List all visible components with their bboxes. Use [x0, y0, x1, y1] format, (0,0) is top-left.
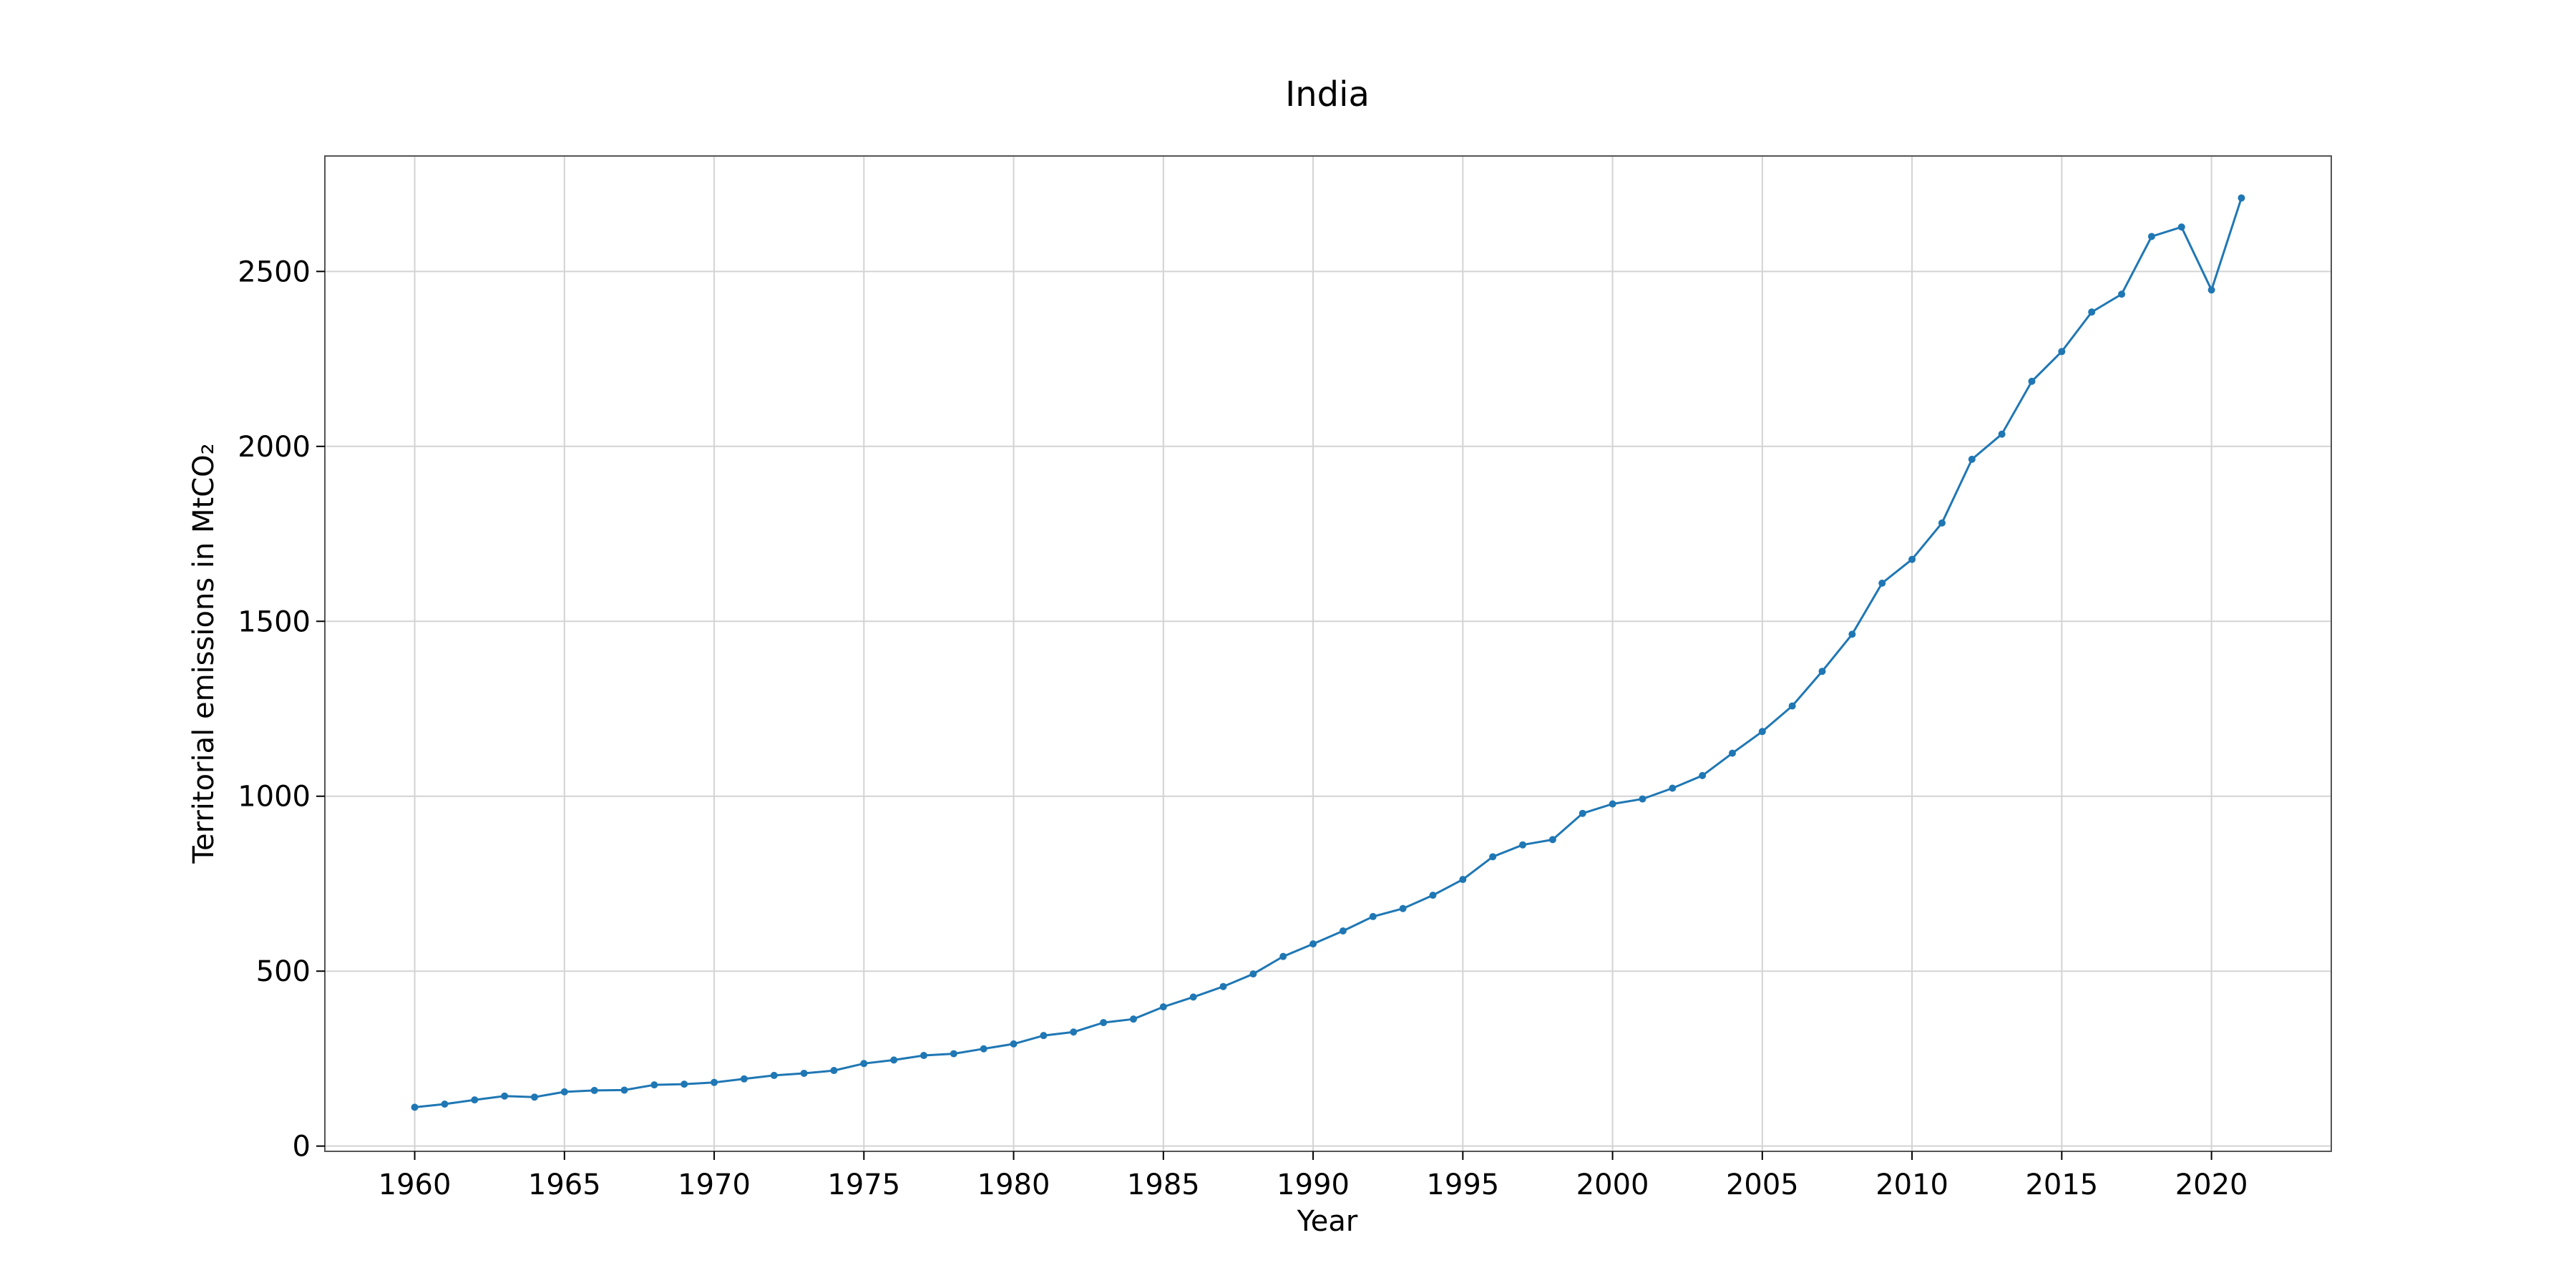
data-point [1818, 668, 1826, 675]
data-point [1758, 728, 1766, 736]
data-point [441, 1100, 449, 1108]
data-point [1129, 1015, 1137, 1023]
data-point [590, 1086, 598, 1094]
data-point [1699, 771, 1707, 779]
data-point [860, 1060, 868, 1068]
y-tick-label: 0 [293, 1131, 311, 1163]
x-tick-label: 2005 [1726, 1169, 1799, 1201]
x-tick-label: 1975 [827, 1169, 900, 1201]
data-point [471, 1096, 479, 1104]
y-tick-label: 2000 [238, 431, 311, 464]
data-point [1010, 1040, 1018, 1048]
x-tick-label: 1960 [379, 1169, 452, 1201]
data-point [1968, 455, 1976, 463]
x-tick-label: 1965 [528, 1169, 601, 1201]
data-point [1519, 841, 1527, 849]
data-point [890, 1056, 898, 1064]
data-point [1429, 892, 1437, 899]
chart-title: India [1285, 74, 1370, 114]
x-tick-label: 2010 [1875, 1169, 1948, 1201]
data-point [711, 1078, 718, 1086]
data-point [2058, 348, 2066, 356]
data-point [1100, 1019, 1108, 1027]
data-point [1489, 853, 1497, 861]
data-point [1279, 952, 1287, 960]
data-point [2118, 291, 2126, 298]
data-point [2088, 308, 2096, 316]
data-point [1369, 912, 1377, 920]
series-layer [411, 194, 2245, 1111]
data-point [2028, 377, 2036, 385]
data-point [1548, 836, 1556, 844]
data-point [2238, 194, 2245, 202]
x-tick-label: 1990 [1277, 1169, 1350, 1201]
grid-layer [325, 156, 2331, 1151]
data-point [501, 1092, 509, 1100]
data-point [1669, 784, 1677, 792]
data-point [1459, 876, 1467, 884]
data-point [2177, 223, 2185, 231]
data-point [1249, 970, 1257, 978]
data-point [1938, 519, 1946, 527]
data-point [1579, 809, 1586, 817]
data-point [1728, 749, 1736, 757]
data-point [980, 1045, 987, 1053]
data-point [800, 1069, 808, 1077]
data-point [1399, 904, 1407, 912]
data-point [950, 1050, 957, 1058]
x-axis-label: Year [1297, 1205, 1358, 1238]
data-point [1848, 630, 1856, 638]
data-point [1070, 1028, 1078, 1036]
x-tick-label: 2020 [2175, 1169, 2248, 1201]
data-point [560, 1088, 568, 1096]
data-point [1339, 927, 1347, 935]
data-point [1788, 702, 1796, 710]
data-point [2207, 286, 2215, 294]
data-point [1609, 800, 1616, 808]
y-tick-label: 500 [256, 955, 311, 988]
data-point [1998, 430, 2006, 438]
x-tick-label: 1995 [1426, 1169, 1499, 1201]
x-tick-label: 1985 [1127, 1169, 1200, 1201]
data-point [1639, 795, 1646, 803]
data-point [1878, 579, 1886, 587]
x-tick-label: 1970 [678, 1169, 751, 1201]
data-point [1040, 1032, 1048, 1040]
y-axis-label: Territorial emissions in MtCO₂ [187, 443, 220, 864]
data-point [1189, 993, 1197, 1001]
data-point [650, 1081, 658, 1089]
data-point [1908, 555, 1916, 563]
data-point [680, 1080, 688, 1088]
y-tick-label: 1000 [238, 781, 311, 814]
data-point [530, 1093, 538, 1101]
data-point [740, 1075, 748, 1083]
data-point [1219, 982, 1227, 990]
data-point [770, 1071, 778, 1079]
y-tick-label: 2500 [238, 255, 311, 288]
data-point [1159, 1003, 1167, 1011]
y-tick-label: 1500 [238, 605, 311, 638]
data-point [830, 1067, 838, 1075]
plot-frame [324, 155, 2332, 1152]
series-line [414, 197, 2243, 1108]
data-point [411, 1103, 419, 1111]
x-tick-label: 2015 [2025, 1169, 2098, 1201]
axis-layer: 1960 1965 1970 1975 1980 1985 1990 1995 2000 2005… [238, 255, 2248, 1201]
data-point [620, 1086, 628, 1094]
data-point [920, 1052, 928, 1060]
x-tick-label: 2000 [1576, 1169, 1649, 1201]
data-point [2147, 233, 2155, 240]
x-tick-label: 1980 [977, 1169, 1050, 1201]
data-point [1309, 940, 1317, 948]
